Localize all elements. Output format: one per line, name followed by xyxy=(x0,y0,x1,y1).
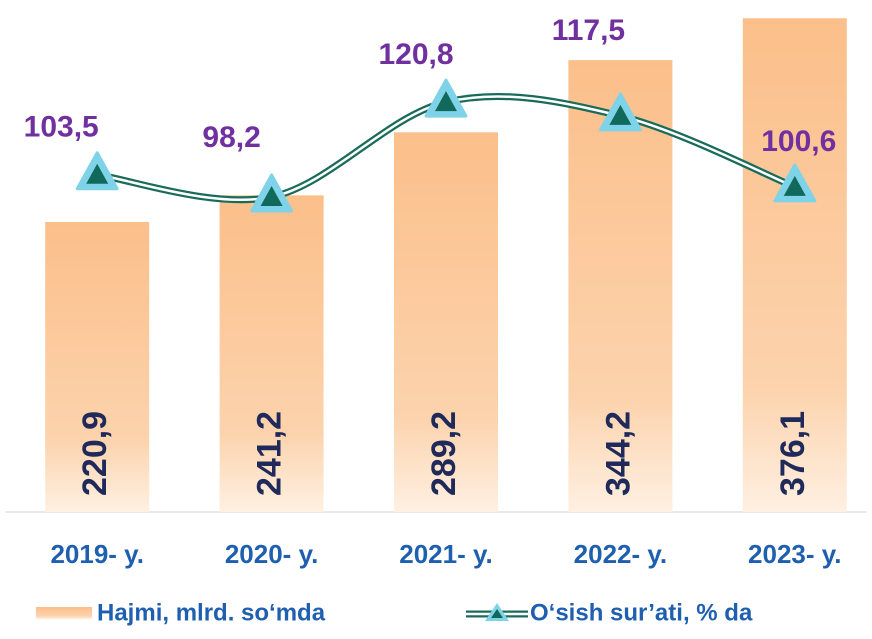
line-value-label: 120,8 xyxy=(378,38,453,71)
marker-inner xyxy=(435,91,457,112)
x-tick-label: 2023- y. xyxy=(748,539,841,569)
marker-inner xyxy=(609,104,632,125)
line-value-label: 117,5 xyxy=(552,14,625,47)
bar xyxy=(742,18,847,513)
bar xyxy=(219,195,324,512)
legend-label: Hajmi, mlrd. so‘mda xyxy=(97,599,326,626)
bar xyxy=(394,132,498,512)
line-value-label: 98,2 xyxy=(202,121,260,154)
bar-value-label: 220,9 xyxy=(76,411,114,496)
x-tick-label: 2022- y. xyxy=(574,539,667,569)
x-tick-label: 2019- y. xyxy=(50,539,143,569)
legend-swatch-marker-inner xyxy=(491,609,503,618)
marker-inner xyxy=(783,175,806,196)
bar-value-label: 241,2 xyxy=(251,411,289,496)
bar-value-label: 289,2 xyxy=(425,411,463,496)
bar-value-label: 376,1 xyxy=(774,411,812,496)
line-value-label: 100,6 xyxy=(761,125,836,158)
bar xyxy=(568,60,673,513)
bar-value-label: 344,2 xyxy=(599,411,637,496)
legend-label: O‘sish sur’ati, % da xyxy=(530,599,753,626)
marker-inner xyxy=(86,163,109,184)
x-tick-label: 2020- y. xyxy=(225,539,318,569)
marker-inner xyxy=(260,185,283,206)
x-tick-label: 2021- y. xyxy=(399,539,492,569)
line-value-label: 103,5 xyxy=(24,111,99,144)
legend-swatch-bar xyxy=(36,607,92,619)
bar xyxy=(45,221,150,512)
